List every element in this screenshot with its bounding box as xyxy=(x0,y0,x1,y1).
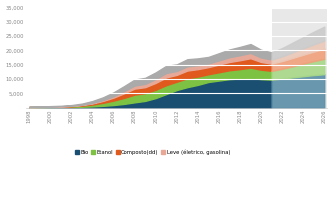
Bar xyxy=(272,7,330,108)
Legend: Bio, Etanol, Composto(dd), Leve (életrico, gasolina): Bio, Etanol, Composto(dd), Leve (életric… xyxy=(73,147,232,157)
